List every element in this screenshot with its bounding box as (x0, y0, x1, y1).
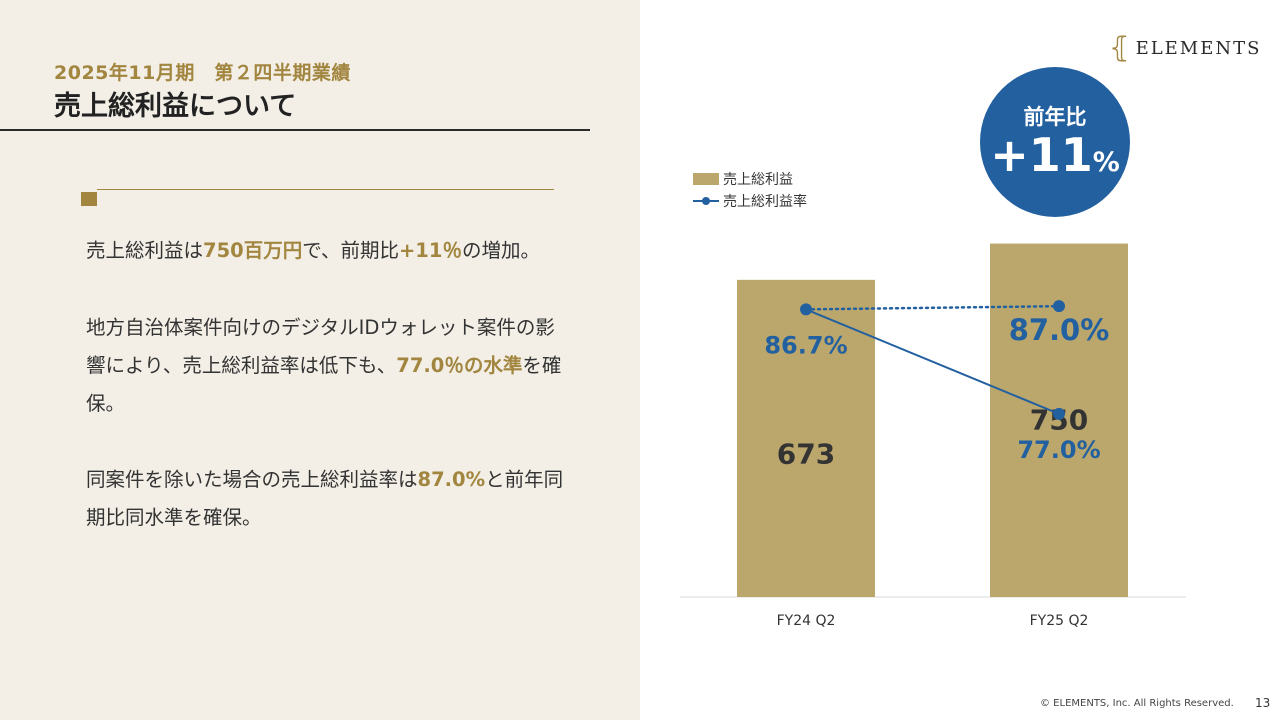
yoy-badge-value: +11% (980, 127, 1130, 191)
legend-bar-label: 売上総利益 (723, 172, 793, 188)
yoy-badge-label: 前年比 (1023, 105, 1087, 129)
paragraph-margin: 地方自治体案件向けのデジタルIDウォレット案件の影響により、売上総利益率は低下も… (86, 309, 566, 423)
summary-text-2: で、前期比 (302, 239, 399, 262)
bar-1 (737, 279, 875, 597)
summary-text-1: 売上総利益は (86, 239, 204, 262)
company-logo: ⦃ ELEMENTS (1109, 34, 1261, 62)
page-number: 13 (1255, 696, 1271, 710)
legend-item-line: 売上総利益率 (693, 190, 807, 212)
x-tick-label-2: FY25 Q2 (1030, 613, 1089, 629)
rate-point-excluded-2 (1053, 300, 1065, 313)
yoy-badge: 前年比 +11% (980, 67, 1130, 217)
legend-line-label: 売上総利益率 (723, 194, 807, 210)
rate-line-excluded (804, 304, 1061, 311)
summary-highlight-growth: +11％ (398, 239, 462, 262)
yoy-badge-number: +11 (990, 128, 1093, 182)
legend-line-marker-icon (693, 195, 719, 207)
page-title: 売上総利益について (54, 91, 297, 122)
title-divider (0, 129, 590, 131)
excluded-text-1: 同案件を除いた場合の売上総利益率は (86, 468, 418, 491)
section-divider (97, 189, 554, 190)
margin-text-1: 地方自治体案件向けのデジタルIDウォレット案件の影響により、売上総利益率は低下も… (86, 316, 555, 377)
rate-label-1: 86.7% (764, 331, 847, 359)
summary-text-3: の増加。 (461, 239, 540, 262)
rate-label-2: 77.0% (1017, 436, 1100, 464)
section-marker (81, 192, 97, 206)
bar-value-label-1: 673 (777, 437, 835, 470)
excluded-text-2: と前年同期比同水準を確保。 (86, 468, 564, 529)
rate-line (805, 308, 1060, 415)
excluded-highlight: 87.0% (417, 468, 486, 491)
margin-highlight: 77.0％の水準 (396, 354, 523, 377)
logo-mark-icon: ⦃ (1109, 31, 1130, 64)
legend-item-bar: 売上総利益 (693, 168, 807, 190)
rate-label-excluded-2: 87.0% (1009, 313, 1110, 347)
footer-copyright: © ELEMENTS, Inc. All Rights Reserved. (1040, 698, 1234, 709)
rate-point-1 (800, 303, 812, 316)
margin-text-2: を確保。 (86, 354, 562, 415)
page-subtitle: 2025年11月期 第２四半期業績 (54, 62, 351, 84)
left-panel (0, 0, 640, 720)
chart-legend: 売上総利益 売上総利益率 (693, 168, 807, 212)
legend-bar-swatch (693, 173, 719, 185)
paragraph-summary: 売上総利益は750百万円で、前期比+11％の増加。 (86, 232, 566, 270)
paragraph-excluded: 同案件を除いた場合の売上総利益率は87.0%と前年同期比同水準を確保。 (86, 461, 566, 537)
x-tick-label-1: FY24 Q2 (777, 613, 836, 629)
rate-point-2 (1053, 407, 1065, 420)
logo-text: ELEMENTS (1135, 37, 1262, 59)
summary-highlight-amount: 750百万円 (203, 239, 303, 262)
yoy-badge-unit: % (1092, 147, 1120, 178)
